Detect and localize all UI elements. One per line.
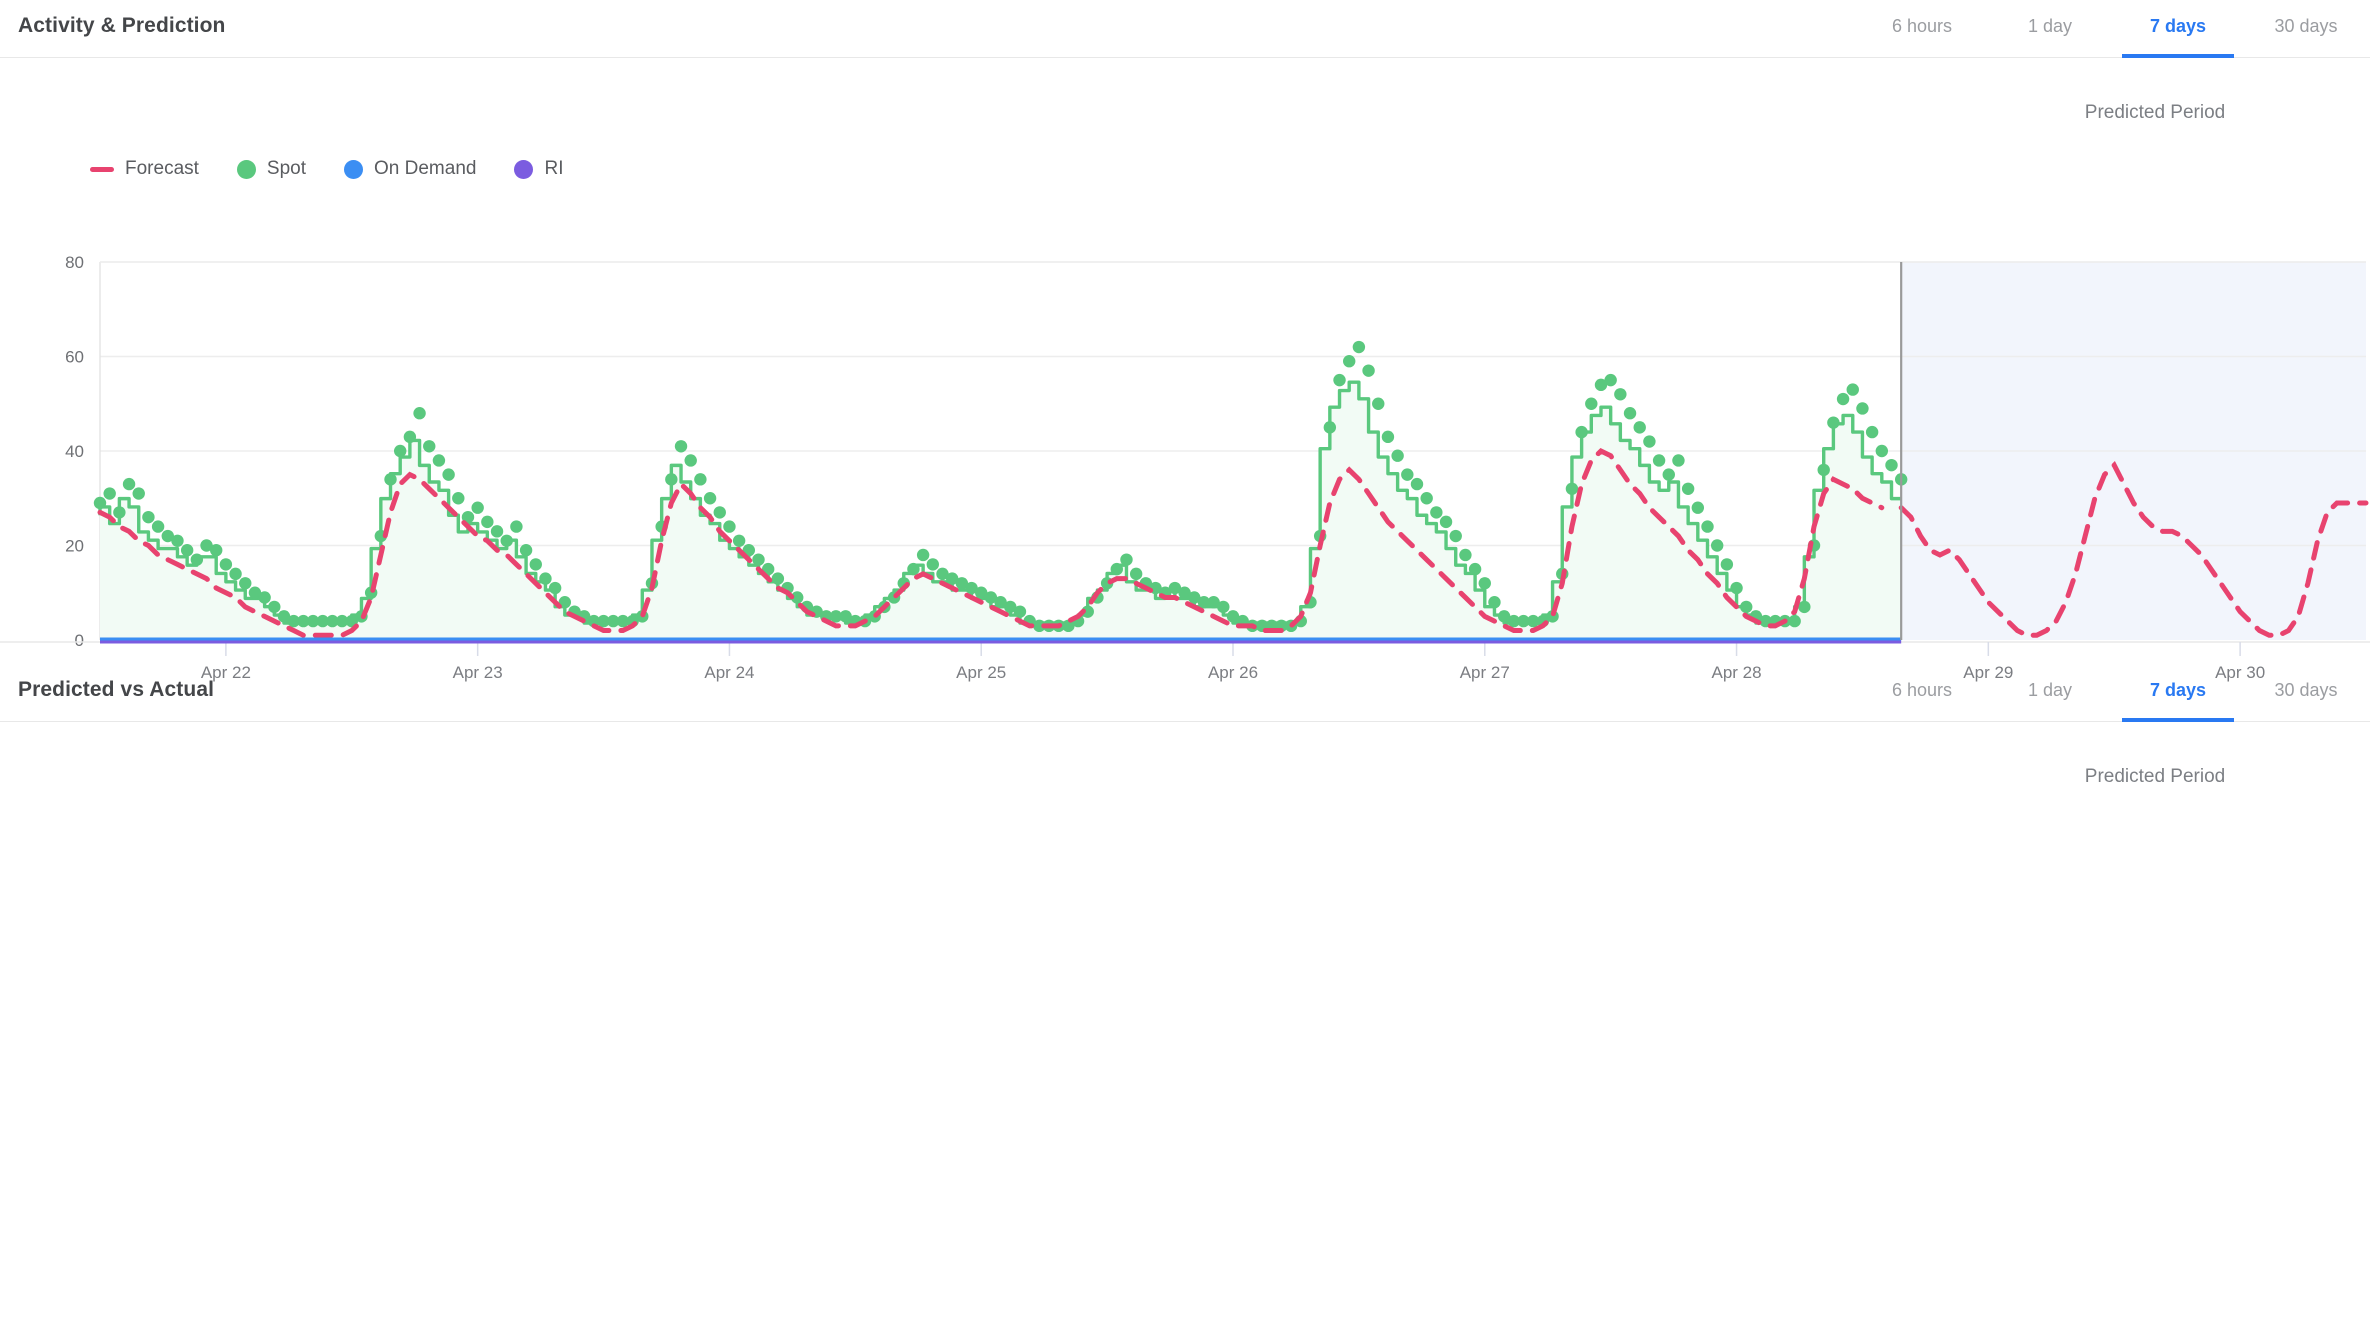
y-axis-tick-label: 20 — [65, 537, 84, 556]
page-title-predicted: Predicted vs Actual — [18, 678, 215, 701]
forecast-line-history — [97, 447, 1885, 638]
y-axis-tick-label: 0 — [75, 631, 84, 650]
legend-label-forecast: Forecast — [125, 158, 199, 179]
tab-6-hours[interactable]: 6 hours — [1891, 16, 1953, 36]
y-axis-tick-label: 80 — [65, 253, 84, 272]
tab-30-days-predicted[interactable]: 30 days — [2274, 680, 2338, 700]
tab-1-day-predicted[interactable]: 1 day — [2027, 680, 2073, 700]
predicted-period-label-predicted: Predicted Period — [2084, 766, 2226, 787]
legend-activity: Forecast Spot On Demand RI — [90, 158, 563, 180]
spot-area-fill — [100, 382, 1902, 640]
tab-6-hours-predicted[interactable]: 6 hours — [1891, 680, 1953, 700]
x-axis-tick-label: Apr 24 — [704, 663, 754, 682]
legend-item-forecast[interactable]: Forecast — [90, 158, 199, 180]
panel-predicted-vs-actual: Predicted vs Actual 6 hours 1 day 7 days… — [0, 664, 2370, 1328]
y-axis-tick-label: 40 — [65, 442, 84, 461]
predicted-period-label-activity: Predicted Period — [2084, 102, 2226, 123]
x-axis-tick-label: Apr 28 — [1712, 663, 1762, 682]
panel-header-activity: Activity & Prediction 6 hours 1 day 7 da… — [0, 0, 2370, 58]
page-title: Activity & Prediction — [18, 14, 226, 37]
tab-7-days[interactable]: 7 days — [2114, 0, 2242, 58]
x-axis-tick-label: Apr 26 — [1208, 663, 1258, 682]
tab-7-days-predicted[interactable]: 7 days — [2114, 664, 2242, 722]
legend-label-on-demand: On Demand — [374, 158, 477, 179]
tab-30-days[interactable]: 30 days — [2274, 16, 2338, 36]
panel-header-predicted: Predicted vs Actual 6 hours 1 day 7 days… — [0, 664, 2370, 722]
forecast-line-predicted — [1898, 461, 2369, 638]
panel-activity-prediction: Activity & Prediction 6 hours 1 day 7 da… — [0, 0, 2370, 682]
y-axis-tick-label: 60 — [65, 348, 84, 367]
x-axis-tick-label: Apr 30 — [2215, 663, 2265, 682]
legend-item-on-demand[interactable]: On Demand — [344, 158, 476, 180]
x-axis-tick-label: Apr 23 — [453, 663, 503, 682]
legend-item-spot[interactable]: Spot — [236, 158, 307, 180]
ri-dot-icon — [514, 159, 534, 179]
legend-item-ri[interactable]: RI — [514, 158, 563, 180]
x-axis-tick-label: Apr 29 — [1963, 663, 2013, 682]
x-axis-tick-label: Apr 25 — [956, 663, 1006, 682]
tab-1-day[interactable]: 1 day — [2027, 16, 2073, 36]
legend-label-ri: RI — [544, 158, 564, 179]
legend-label-spot: Spot — [266, 158, 307, 179]
spot-dot-icon — [236, 159, 256, 179]
on-demand-dot-icon — [344, 159, 364, 179]
forecast-dash-icon — [90, 166, 114, 172]
range-tabs-predicted: 6 hours 1 day 7 days 30 days — [1858, 664, 2370, 722]
x-axis-tick-label: Apr 22 — [201, 663, 251, 682]
x-axis-tick-label: Apr 27 — [1460, 663, 1510, 682]
range-tabs-activity: 6 hours 1 day 7 days 30 days — [1858, 0, 2370, 58]
